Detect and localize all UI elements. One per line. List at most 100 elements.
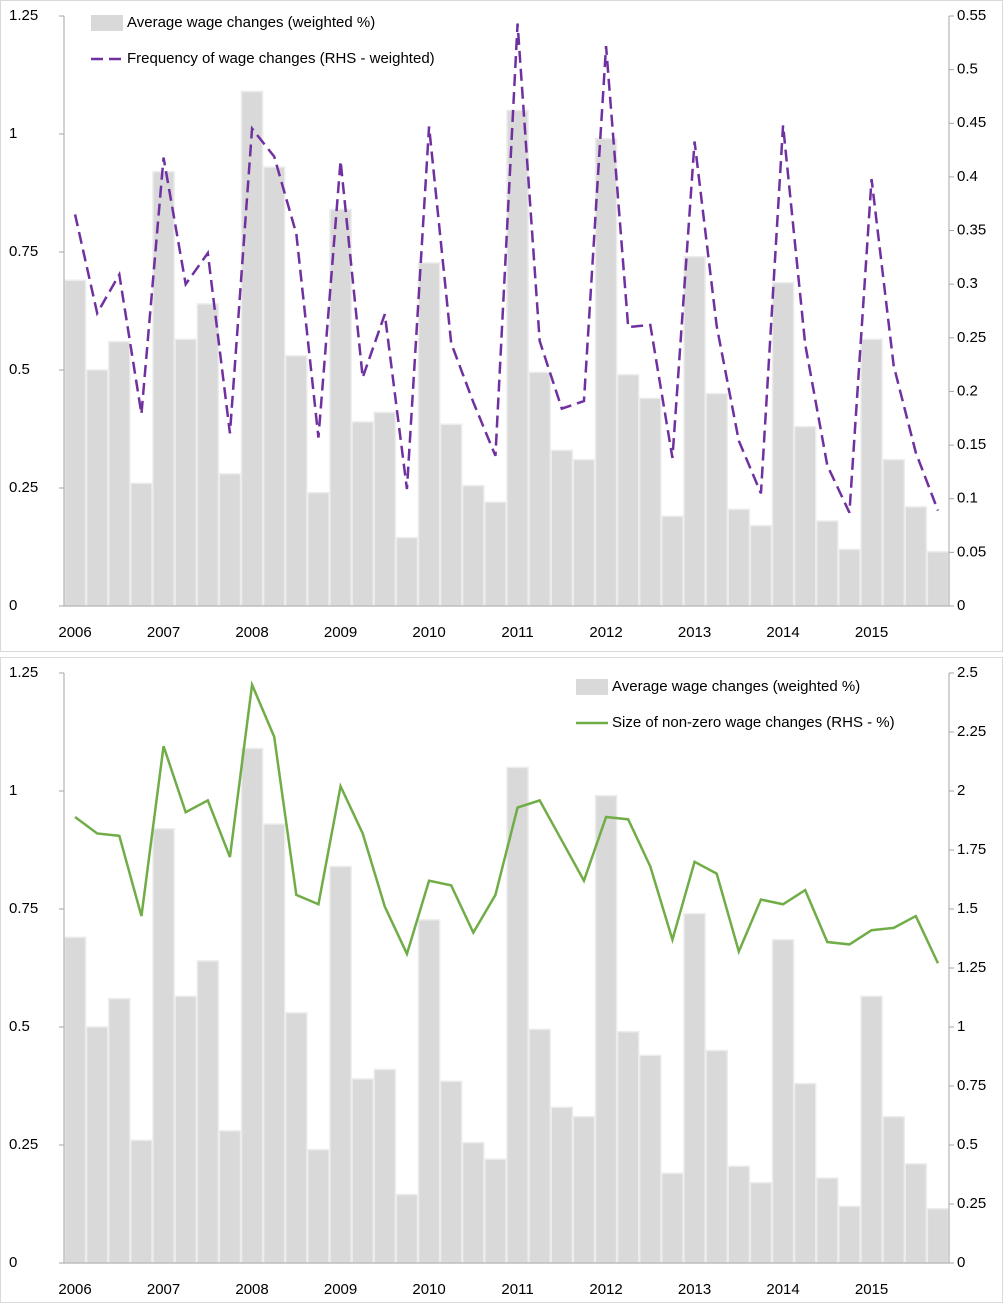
bar xyxy=(705,1049,728,1264)
y2-tick-label: 0.1 xyxy=(957,490,978,507)
bar xyxy=(771,281,795,607)
chart: 0 0.25 0.5 0.75 1 1.25 0 0.05 0.1 0.15 0.2 0.25 0.3 0… xyxy=(9,7,986,641)
bar xyxy=(594,794,618,1264)
bar xyxy=(63,279,87,607)
y2-tick-label: 0.15 xyxy=(957,436,986,453)
x-tick-label: 2014 xyxy=(766,1281,799,1298)
bar xyxy=(218,1130,242,1264)
x-tick-label: 2014 xyxy=(766,624,799,641)
x-tick-label: 2007 xyxy=(147,1281,180,1298)
y2-tick-label: 0.05 xyxy=(957,543,986,560)
bar xyxy=(860,995,883,1264)
bar xyxy=(329,865,352,1264)
x-tick-label: 2011 xyxy=(501,1281,533,1298)
bar xyxy=(439,423,463,607)
x-tick-label: 2009 xyxy=(324,1281,357,1298)
bar xyxy=(152,828,175,1264)
legend-label: Average wage changes (weighted %) xyxy=(612,678,860,695)
bar xyxy=(85,369,109,607)
bar xyxy=(130,1139,153,1264)
y-tick-label: 0.5 xyxy=(9,1018,30,1035)
y2-tick-label: 0.4 xyxy=(957,168,978,185)
y2-tick-label: 0 xyxy=(957,1254,965,1271)
line-series xyxy=(74,680,940,964)
x-tick-label: 2013 xyxy=(678,624,711,641)
bar xyxy=(152,171,175,607)
bar xyxy=(550,1106,574,1264)
bar xyxy=(439,1080,463,1264)
x-tick-label: 2012 xyxy=(589,1281,622,1298)
y2-tick-label: 0.25 xyxy=(957,1195,986,1212)
bar xyxy=(683,912,706,1264)
x-tick-label: 2009 xyxy=(324,624,357,641)
bar xyxy=(108,340,131,607)
bar xyxy=(85,1026,109,1264)
y2-tick-label: 0.2 xyxy=(957,382,978,399)
bar xyxy=(572,1115,596,1264)
bar xyxy=(904,506,928,607)
y2-tick-label: 1.5 xyxy=(957,900,978,917)
bar xyxy=(904,1163,928,1264)
bar xyxy=(528,1028,551,1264)
bar xyxy=(462,484,485,607)
bar xyxy=(882,458,905,607)
bar xyxy=(727,1165,751,1264)
y2-tick-label: 0.45 xyxy=(957,114,986,131)
bar xyxy=(63,936,87,1264)
y-tick-label: 0 xyxy=(9,1254,17,1271)
y2-tick-label: 1.75 xyxy=(957,841,986,858)
bar xyxy=(616,373,640,607)
y-tick-label: 0.75 xyxy=(9,243,38,260)
y2-tick-label: 1.25 xyxy=(957,959,986,976)
x-tick-label: 2012 xyxy=(589,624,622,641)
x-tick-label: 2008 xyxy=(235,1281,268,1298)
bar xyxy=(285,1012,308,1264)
bar xyxy=(705,392,728,607)
y-tick-label: 0.25 xyxy=(9,479,38,496)
x-tick-label: 2007 xyxy=(147,624,180,641)
legend-swatch xyxy=(576,679,608,695)
bar xyxy=(749,525,773,607)
bar xyxy=(639,397,662,607)
bar xyxy=(816,520,839,607)
bar xyxy=(661,515,684,607)
bar xyxy=(838,1205,861,1264)
y2-tick-label: 0.25 xyxy=(957,329,986,346)
bar xyxy=(816,1177,839,1264)
bar xyxy=(373,411,397,607)
bar xyxy=(351,1078,374,1264)
bar xyxy=(793,425,817,607)
bar xyxy=(417,262,441,607)
bar xyxy=(926,1207,950,1264)
bar xyxy=(727,508,751,607)
x-tick-label: 2010 xyxy=(412,1281,445,1298)
y-tick-label: 1.25 xyxy=(9,664,38,681)
bar xyxy=(329,208,352,607)
bar xyxy=(395,536,419,607)
bar xyxy=(793,1082,817,1264)
bar xyxy=(771,938,795,1264)
bar xyxy=(594,137,618,607)
x-tick-label: 2008 xyxy=(235,624,268,641)
legend-swatch xyxy=(91,15,123,31)
bar xyxy=(749,1182,773,1264)
bar xyxy=(174,995,197,1264)
bar xyxy=(196,303,220,607)
bar xyxy=(484,1158,507,1264)
y-tick-label: 0.75 xyxy=(9,900,38,917)
y-tick-label: 0.5 xyxy=(9,361,30,378)
bar xyxy=(616,1030,640,1264)
x-tick-label: 2013 xyxy=(678,1281,711,1298)
y-tick-label: 0 xyxy=(9,597,17,614)
legend-label: Frequency of wage changes (RHS - weighte… xyxy=(127,50,435,67)
y-tick-label: 1 xyxy=(9,125,17,142)
bar xyxy=(550,449,574,607)
bar xyxy=(683,255,706,607)
y2-tick-label: 0.75 xyxy=(957,1077,986,1094)
chart: 0 0.25 0.5 0.75 1 1.25 0 0.25 0.5 0.75 1 1.25 1.5 1.7… xyxy=(9,664,986,1298)
bar xyxy=(373,1068,397,1264)
bar xyxy=(882,1115,905,1264)
bar xyxy=(108,997,131,1264)
bar xyxy=(196,960,220,1264)
